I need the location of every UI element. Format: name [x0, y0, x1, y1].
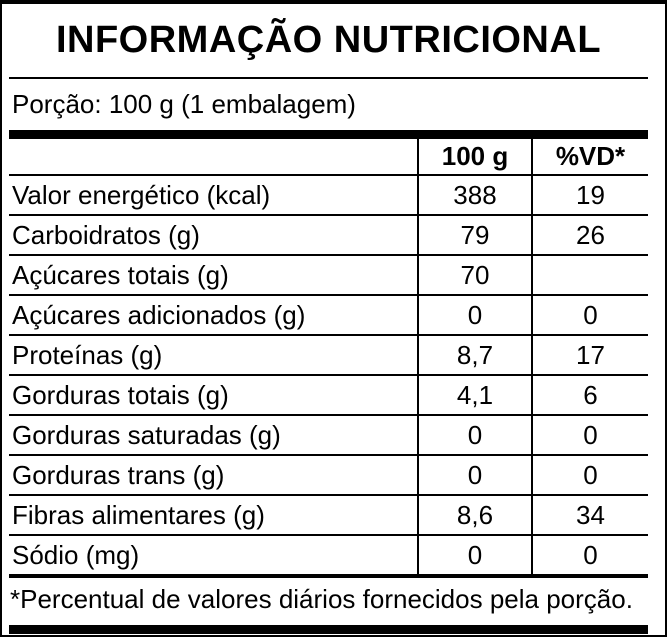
dv-cell: 26 — [531, 215, 648, 256]
dv-cell: 34 — [531, 495, 648, 536]
table-row: Valor energético (kcal) 388 19 — [9, 175, 648, 216]
amount-cell: 79 — [417, 215, 532, 256]
amount-cell: 0 — [417, 415, 532, 456]
nutrient-name-cell: Carboidratos (g) — [9, 215, 418, 256]
amount-cell: 4,1 — [417, 375, 532, 416]
col-header-dv: %VD* — [531, 139, 648, 176]
nutrient-name-cell: Gorduras totais (g) — [9, 375, 418, 416]
amount-cell: 388 — [417, 175, 532, 216]
nutrient-name-cell: Valor energético (kcal) — [9, 175, 418, 216]
dv-cell — [531, 255, 648, 296]
amount-cell: 8,6 — [417, 495, 532, 536]
amount-cell: 0 — [417, 295, 532, 336]
dv-cell: 6 — [531, 375, 648, 416]
table-row: Carboidratos (g) 79 26 — [9, 215, 648, 256]
nutrient-name-cell: Gorduras saturadas (g) — [9, 415, 418, 456]
footnote-text: *Percentual de valores diários fornecido… — [10, 584, 633, 614]
header-row: 100 g %VD* — [9, 139, 648, 176]
table-row: Açúcares adicionados (g) 0 0 — [9, 295, 648, 336]
dv-cell: 17 — [531, 335, 648, 376]
dv-cell: 0 — [531, 455, 648, 496]
amount-cell: 70 — [417, 255, 532, 296]
nutrient-name-cell: Gorduras trans (g) — [9, 455, 418, 496]
nutrient-name-cell: Fibras alimentares (g) — [9, 495, 418, 536]
col-header-amount: 100 g — [417, 139, 532, 176]
dv-cell: 0 — [531, 535, 648, 578]
bottom-bar — [9, 625, 648, 634]
table-row: Gorduras trans (g) 0 0 — [9, 455, 648, 496]
nutrient-name-cell: Proteínas (g) — [9, 335, 418, 376]
table-row: Sódio (mg) 0 0 — [9, 535, 648, 578]
title-divider — [9, 77, 648, 79]
label-title: INFORMAÇÃO NUTRICIONAL — [55, 19, 602, 61]
col-header-nutrient — [9, 139, 418, 176]
amount-cell: 0 — [417, 535, 532, 578]
nutrient-name-cell: Açúcares totais (g) — [9, 255, 418, 296]
dv-cell: 19 — [531, 175, 648, 216]
portion-text: Porção: 100 g (1 embalagem) — [12, 89, 356, 119]
table-row: Gorduras totais (g) 4,1 6 — [9, 375, 648, 416]
dv-cell: 0 — [531, 295, 648, 336]
table-row: Proteínas (g) 8,7 17 — [9, 335, 648, 376]
amount-cell: 8,7 — [417, 335, 532, 376]
table-row: Fibras alimentares (g) 8,6 34 — [9, 495, 648, 536]
table-body: Valor energético (kcal) 388 19 Carboidra… — [9, 175, 648, 578]
amount-cell: 0 — [417, 455, 532, 496]
top-bar — [9, 130, 648, 139]
nutrient-name-cell: Açúcares adicionados (g) — [9, 295, 418, 336]
nutrition-table: 100 g %VD* Valor energético (kcal) 388 1… — [9, 139, 648, 578]
table-header: 100 g %VD* — [9, 139, 648, 176]
table-row: Gorduras saturadas (g) 0 0 — [9, 415, 648, 456]
dv-cell: 0 — [531, 415, 648, 456]
nutrient-name-cell: Sódio (mg) — [9, 535, 418, 578]
table-row: Açúcares totais (g) 70 — [9, 255, 648, 296]
